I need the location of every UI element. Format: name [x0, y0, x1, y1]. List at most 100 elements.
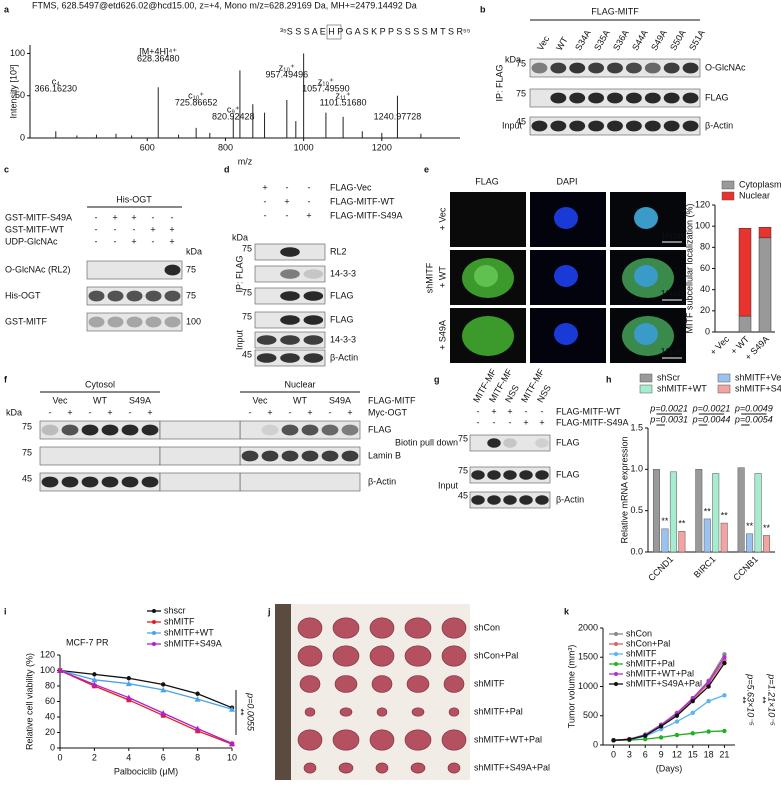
band [301, 450, 319, 462]
tumor [297, 645, 323, 667]
band [625, 62, 642, 74]
legend-swatch [614, 652, 618, 656]
y-tick-label: 20 [45, 727, 55, 737]
tumor [303, 762, 317, 774]
band [535, 438, 549, 448]
legend-swatch [639, 373, 653, 383]
blot-strip [86, 312, 183, 332]
x-axis-label: (Days) [656, 763, 683, 773]
band [682, 92, 699, 104]
legend-swatch [152, 642, 156, 646]
point [91, 676, 98, 683]
band [644, 62, 661, 74]
tumor [371, 675, 393, 693]
band [487, 470, 501, 480]
mz-label: 957.49496 [266, 69, 309, 79]
band [663, 92, 680, 104]
band [487, 495, 501, 505]
legend-label: shCon [626, 628, 652, 638]
sign: - [477, 406, 480, 416]
legend-label: shMITF+S49A+Pal [626, 678, 702, 688]
x-tick-label: 0 [57, 752, 62, 762]
chart-title: MCF-7 PR [66, 637, 109, 647]
point [125, 680, 132, 687]
point [643, 736, 648, 742]
band-label: O-GlcNAc (RL2) [5, 264, 71, 274]
lane-label: S34A [573, 28, 593, 52]
band [107, 316, 124, 328]
x-tick-label: 2 [92, 752, 97, 762]
band [531, 62, 548, 74]
row-label: FLAG-MITF [368, 395, 416, 405]
y-tick-label: 40 [700, 284, 710, 294]
p-value: p=5.63×10⁻⁵ [746, 673, 756, 726]
y-axis-label: Tumor volume (mm³) [566, 645, 576, 729]
kda-marker: 75 [22, 447, 32, 457]
band [164, 290, 181, 302]
band [280, 269, 300, 279]
legend-swatch [721, 180, 735, 190]
nucleus [554, 207, 578, 229]
x-tick-label: 1000 [294, 142, 314, 152]
panel-label: e [424, 164, 429, 174]
legend-label: shMITF+WT+Pal [626, 668, 694, 678]
x-tick-label: 6 [161, 752, 166, 762]
band-label: FLAG [368, 424, 392, 434]
lane-label: Vec [52, 395, 68, 405]
band [145, 316, 162, 328]
band [88, 316, 105, 328]
band [303, 269, 324, 279]
p-value: p=0.0021 [692, 403, 731, 413]
kda: kDa [6, 407, 22, 417]
series-line [59, 669, 233, 745]
band [341, 450, 359, 462]
band [280, 315, 300, 325]
x-tick-label: 800 [218, 142, 233, 152]
point [229, 706, 235, 712]
tumor [376, 707, 388, 717]
legend-label: shMITF+S49A [735, 383, 781, 393]
legend-label: shMITF [626, 648, 657, 658]
point [674, 732, 680, 738]
sign: + [112, 212, 117, 222]
nucleus [474, 323, 498, 345]
x-tick-label: 8 [195, 752, 200, 762]
ion-label: c₁₀⁺ [188, 90, 204, 100]
blot-strip [39, 446, 161, 466]
row-label: shCon+Pal [474, 650, 518, 660]
sign: - [264, 210, 267, 220]
bar-segment [738, 228, 752, 317]
blot-bridge [159, 446, 241, 466]
lane-label: S49A [129, 395, 151, 405]
sign: - [95, 224, 98, 234]
kda-marker: 45 [516, 116, 526, 126]
band [588, 92, 605, 104]
sign: - [152, 212, 155, 222]
kda-marker: 75 [516, 58, 526, 68]
band [682, 62, 699, 74]
sign: + [262, 182, 267, 192]
point [706, 684, 711, 689]
band [321, 450, 339, 462]
point [722, 728, 727, 734]
band-label: β-Actin [368, 476, 396, 486]
tumor [404, 729, 432, 751]
legend-swatch [639, 384, 653, 394]
point [195, 691, 200, 696]
x-tick-label: 9 [659, 749, 664, 759]
panel-label: c [4, 164, 9, 174]
band [503, 495, 517, 505]
p-value: p=1.21×10⁻⁵ [767, 673, 777, 726]
group-label: Input [234, 329, 244, 350]
panel-label: i [4, 606, 7, 616]
header: FLAG-MITF [591, 6, 639, 16]
band [535, 470, 549, 480]
lane-label: Vec [252, 395, 268, 405]
panel-label: a [4, 4, 10, 14]
sign: - [541, 406, 544, 416]
band [625, 92, 642, 104]
bar [652, 469, 660, 553]
legend-swatch [614, 672, 618, 676]
y-tick-label: 0.5 [630, 505, 643, 515]
tumor [297, 729, 323, 751]
